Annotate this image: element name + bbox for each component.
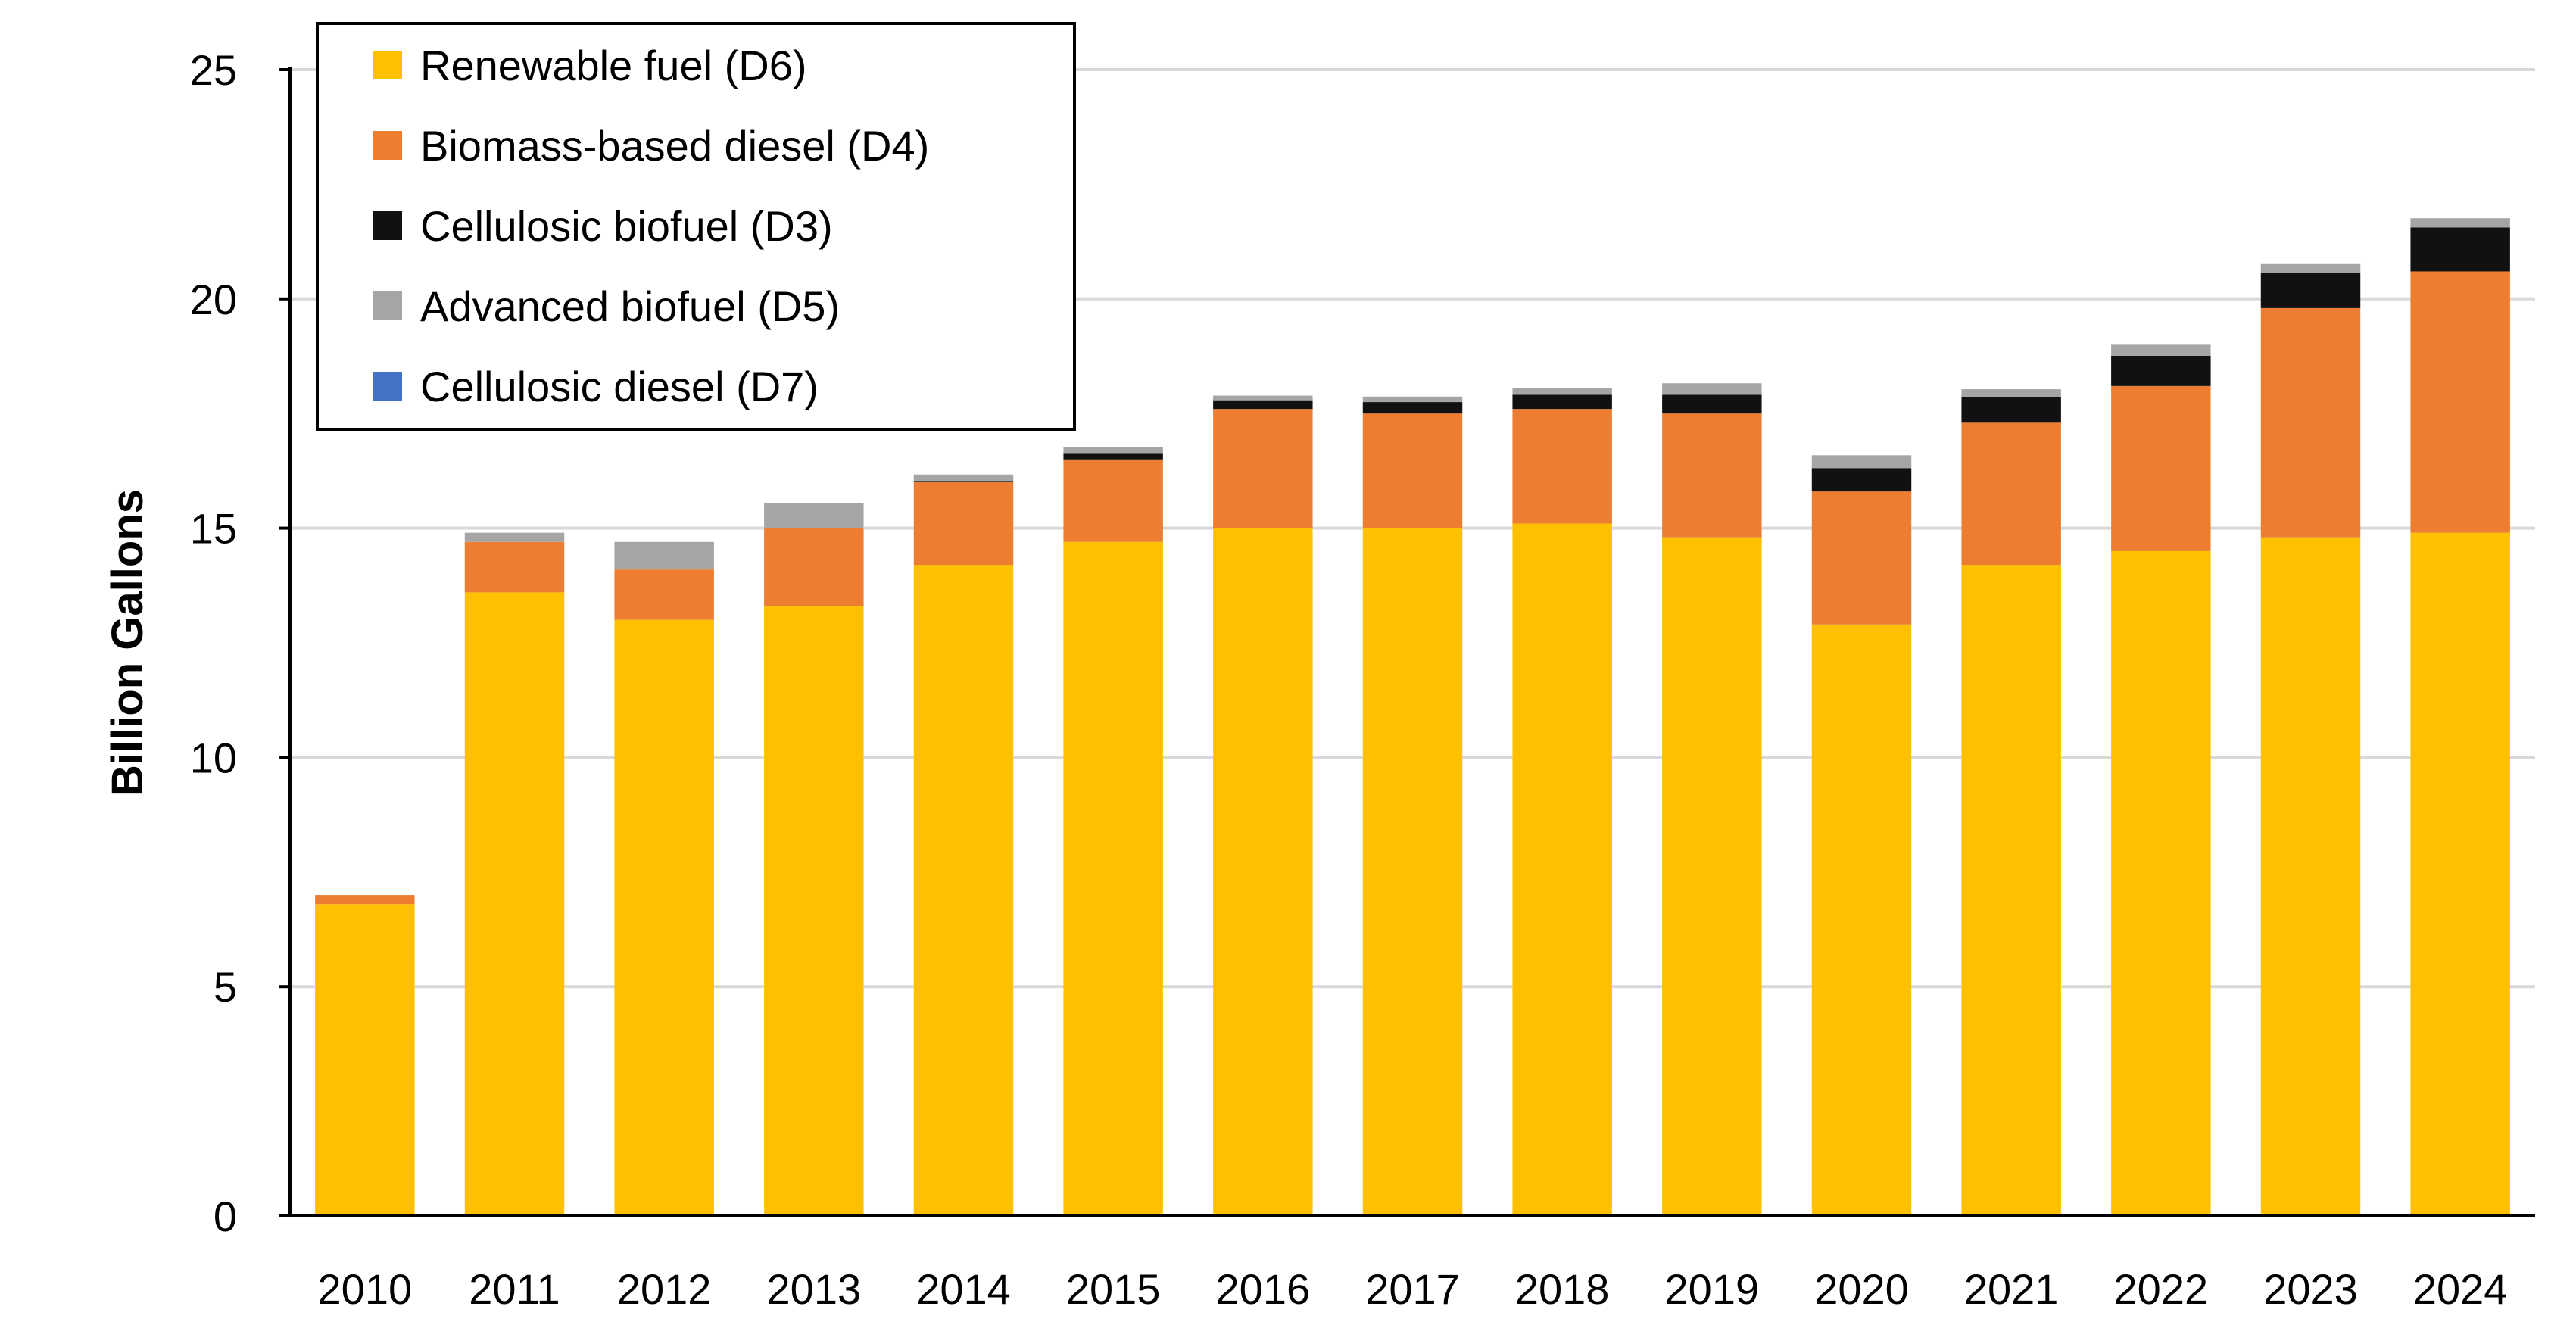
x-tick-label: 2023: [2263, 1265, 2358, 1313]
x-tick-label: 2020: [1814, 1265, 1909, 1313]
bar-segment: [764, 528, 864, 606]
x-tick-label: 2021: [1964, 1265, 2059, 1313]
bar-segment: [1662, 413, 1762, 538]
bar-segment: [464, 541, 565, 593]
legend-label: Cellulosic biofuel (D3): [420, 202, 833, 250]
bar-segment: [1512, 523, 1612, 1216]
y-tick-labels: 0 5 10 15 20 25: [190, 46, 290, 1240]
bar-segment: [2410, 271, 2510, 533]
x-tick-label: 2014: [916, 1265, 1011, 1313]
legend-label: Cellulosic diesel (D7): [420, 363, 819, 410]
x-tick-label: 2012: [617, 1265, 712, 1313]
bar-segment: [1512, 394, 1612, 410]
bar-segment: [614, 619, 714, 1216]
bar-segment: [315, 904, 415, 1216]
bar-segment: [2260, 263, 2361, 273]
bar-segment: [614, 569, 714, 620]
legend-items: Renewable fuel (D6) Biomass-based diesel …: [373, 42, 929, 410]
bar-segment: [1961, 389, 2061, 397]
x-tick-labels: 2010 2011 2012 2013 2014 2015 2016 2017 2018 2019…: [318, 1265, 2508, 1313]
bar-segment: [1213, 528, 1313, 1216]
bar-segment: [1811, 624, 1912, 1216]
bar-segment: [764, 606, 864, 1216]
y-axis-label: Billion Gallons: [103, 489, 152, 796]
legend-label: Biomass-based diesel (D4): [420, 122, 929, 170]
legend-swatch: [373, 51, 402, 79]
bar-segment: [1512, 388, 1612, 395]
bar-segment: [1213, 409, 1313, 528]
x-tick-label: 2019: [1665, 1265, 1760, 1313]
legend: Renewable fuel (D6) Biomass-based diesel …: [316, 22, 1076, 431]
bar-segment: [2410, 227, 2510, 272]
bar-segment: [315, 895, 415, 905]
bar-segment: [1662, 537, 1762, 1216]
x-tick-label: 2011: [469, 1265, 560, 1313]
bar-segment: [1811, 491, 1912, 625]
legend-swatch: [373, 211, 402, 240]
bar-segment: [1063, 453, 1163, 460]
legend-swatch: [373, 372, 402, 401]
bar-segment: [913, 474, 1014, 482]
y-tick-label: 25: [190, 46, 237, 94]
bar-segment: [1811, 455, 1912, 469]
bar-segment: [1362, 528, 1463, 1216]
bar-segment: [1213, 400, 1313, 410]
y-tick-label: 15: [190, 505, 237, 553]
bar-segment: [1662, 383, 1762, 395]
bar-segment: [764, 503, 864, 528]
bar-segment: [2260, 537, 2361, 1216]
bar-segment: [2260, 307, 2361, 538]
legend-swatch: [373, 291, 402, 320]
x-tick-label: 2013: [767, 1265, 862, 1313]
x-tick-label: 2010: [318, 1265, 413, 1313]
bar-segment: [1063, 459, 1163, 542]
legend-swatch: [373, 131, 402, 160]
bar-segment: [464, 532, 565, 542]
y-tick-label: 20: [190, 276, 237, 323]
x-tick-label: 2017: [1365, 1265, 1460, 1313]
bar-segment: [1961, 565, 2061, 1216]
x-tick-label: 2024: [2413, 1265, 2508, 1313]
bar-segment: [2111, 344, 2211, 356]
x-tick-label: 2018: [1515, 1265, 1610, 1313]
bar-segment: [614, 541, 714, 570]
bar-segment: [464, 592, 565, 1216]
bar-segment: [1362, 413, 1463, 528]
bar-segment: [913, 481, 1014, 483]
axes: [288, 67, 2535, 1217]
bar-segment: [1662, 394, 1762, 414]
bar-segment: [2410, 218, 2510, 228]
bar-segment: [913, 565, 1014, 1216]
bar-segment: [2410, 532, 2510, 1216]
legend-box: [316, 22, 1076, 431]
bar-segment: [1213, 395, 1313, 401]
legend-label: Advanced biofuel (D5): [420, 282, 840, 330]
bar-segment: [2111, 355, 2211, 386]
y-tick-label: 10: [190, 734, 237, 781]
bar-segment: [1063, 447, 1163, 454]
x-tick-label: 2022: [2114, 1265, 2209, 1313]
bar-segment: [1362, 396, 1463, 403]
y-tick-label: 5: [214, 963, 237, 1011]
bar-segment: [1063, 541, 1163, 1216]
bar-segment: [1811, 468, 1912, 492]
bar-segment: [913, 482, 1014, 566]
bar-segment: [1961, 422, 2061, 566]
bar-segment: [2111, 550, 2211, 1216]
x-tick-label: 2016: [1216, 1265, 1311, 1313]
bar-segment: [1961, 397, 2061, 423]
y-tick-label: 0: [214, 1192, 237, 1240]
x-tick-label: 2015: [1066, 1265, 1161, 1313]
bar-segment: [2260, 273, 2361, 308]
bar-segment: [1512, 409, 1612, 524]
bar-segment: [1362, 402, 1463, 414]
legend-label: Renewable fuel (D6): [420, 42, 806, 89]
bars: [315, 218, 2510, 1216]
bar-segment: [2111, 385, 2211, 551]
